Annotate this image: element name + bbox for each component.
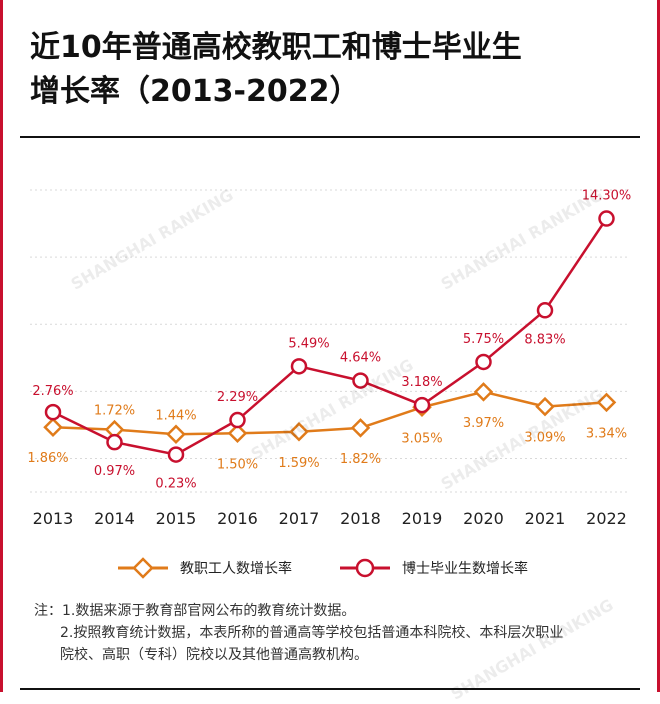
title-line-1: 近10年普通高校教职工和博士毕业生 (30, 30, 522, 65)
legend-diamond-icon (132, 557, 154, 579)
data-label: 1.86% (27, 451, 68, 466)
data-label: 1.44% (155, 408, 196, 423)
legend-circle-icon (355, 558, 375, 578)
page-title: 近10年普通高校教职工和博士毕业生 增长率（2013-2022） (30, 26, 630, 114)
bottom-divider (20, 688, 640, 690)
x-tick-label: 2014 (94, 509, 135, 528)
data-label: 1.82% (340, 452, 381, 467)
data-point-circle (413, 396, 431, 414)
legend-label: 教职工人数增长率 (180, 560, 292, 577)
data-point-circle (44, 403, 62, 421)
note-1: 注：1.数据来源于教育部官网公布的教育统计数据。 (34, 603, 356, 619)
data-point-diamond (473, 382, 494, 402)
data-label: 5.75% (463, 332, 504, 347)
x-tick-label: 2021 (525, 509, 566, 528)
note-3: 院校、高职（专科）院校以及其他普通高教机构。 (60, 647, 368, 663)
data-label: 0.23% (155, 477, 196, 492)
x-tick-label: 2017 (279, 509, 320, 528)
data-label: 0.97% (94, 464, 135, 479)
x-tick-label: 2020 (463, 509, 504, 528)
title-line-2: 增长率（2013-2022） (30, 74, 360, 109)
data-label: 3.97% (463, 416, 504, 431)
data-point-circle (352, 372, 369, 389)
data-point-circle (598, 210, 615, 227)
data-label: 8.83% (524, 332, 565, 347)
legend-label: 博士毕业生数增长率 (402, 560, 528, 577)
chart-legend: 教职工人数增长率 博士毕业生数增长率 (118, 557, 528, 579)
note-2: 2.按照教育统计数据，本表所称的普通高等学校包括普通本科院校、本科层次职业 (60, 625, 564, 641)
chart-markers (43, 210, 617, 463)
data-label: 5.49% (288, 336, 329, 351)
series-line (52, 217, 608, 456)
data-label: 1.50% (217, 457, 258, 472)
data-point-diamond (596, 392, 617, 413)
x-tick-label: 2016 (217, 509, 258, 528)
data-label: 3.09% (524, 431, 565, 446)
x-tick-label: 2013 (33, 509, 74, 528)
data-point-diamond (350, 418, 371, 438)
x-axis: 2013 2014 2015 2016 2017 2018 2019 2020 2021 2022 (33, 509, 627, 528)
chart-data-labels: 1.86% 1.72% 1.44% 1.50% 1.59% 1.82% 3.05% 3.97%… (27, 189, 631, 492)
data-label: 1.72% (94, 404, 135, 419)
x-tick-label: 2019 (402, 509, 443, 528)
data-point-circle (229, 411, 246, 429)
data-point-circle (290, 358, 308, 375)
data-label: 2.29% (217, 390, 258, 405)
data-point-circle (167, 446, 185, 463)
data-label: 3.05% (401, 431, 442, 446)
data-point-circle (536, 302, 554, 319)
data-point-circle (106, 433, 123, 451)
data-label: 14.30% (582, 189, 632, 204)
data-point-diamond (43, 417, 63, 438)
x-tick-label: 2015 (156, 509, 197, 528)
series-line (52, 390, 607, 436)
data-point-diamond (535, 396, 555, 417)
data-point-diamond (166, 424, 186, 445)
data-point-diamond (289, 422, 309, 442)
data-point-diamond (227, 423, 248, 444)
data-label: 3.34% (586, 426, 627, 441)
x-tick-label: 2018 (340, 509, 381, 528)
data-point-circle (475, 353, 492, 371)
footnotes: 注：1.数据来源于教育部官网公布的教育统计数据。 2.按照教育统计数据，本表所称… (34, 600, 644, 666)
line-chart: 1.86% 1.72% 1.44% 1.50% 1.59% 1.82% 3.05% 3.97%… (27, 189, 631, 579)
data-label: 4.64% (340, 351, 381, 366)
chart-grid (30, 189, 630, 493)
title-divider (20, 136, 640, 138)
data-label: 2.76% (32, 384, 73, 399)
data-label: 3.18% (401, 375, 442, 390)
chart-lines (52, 217, 608, 456)
x-tick-label: 2022 (586, 509, 627, 528)
data-label: 1.59% (278, 456, 319, 471)
